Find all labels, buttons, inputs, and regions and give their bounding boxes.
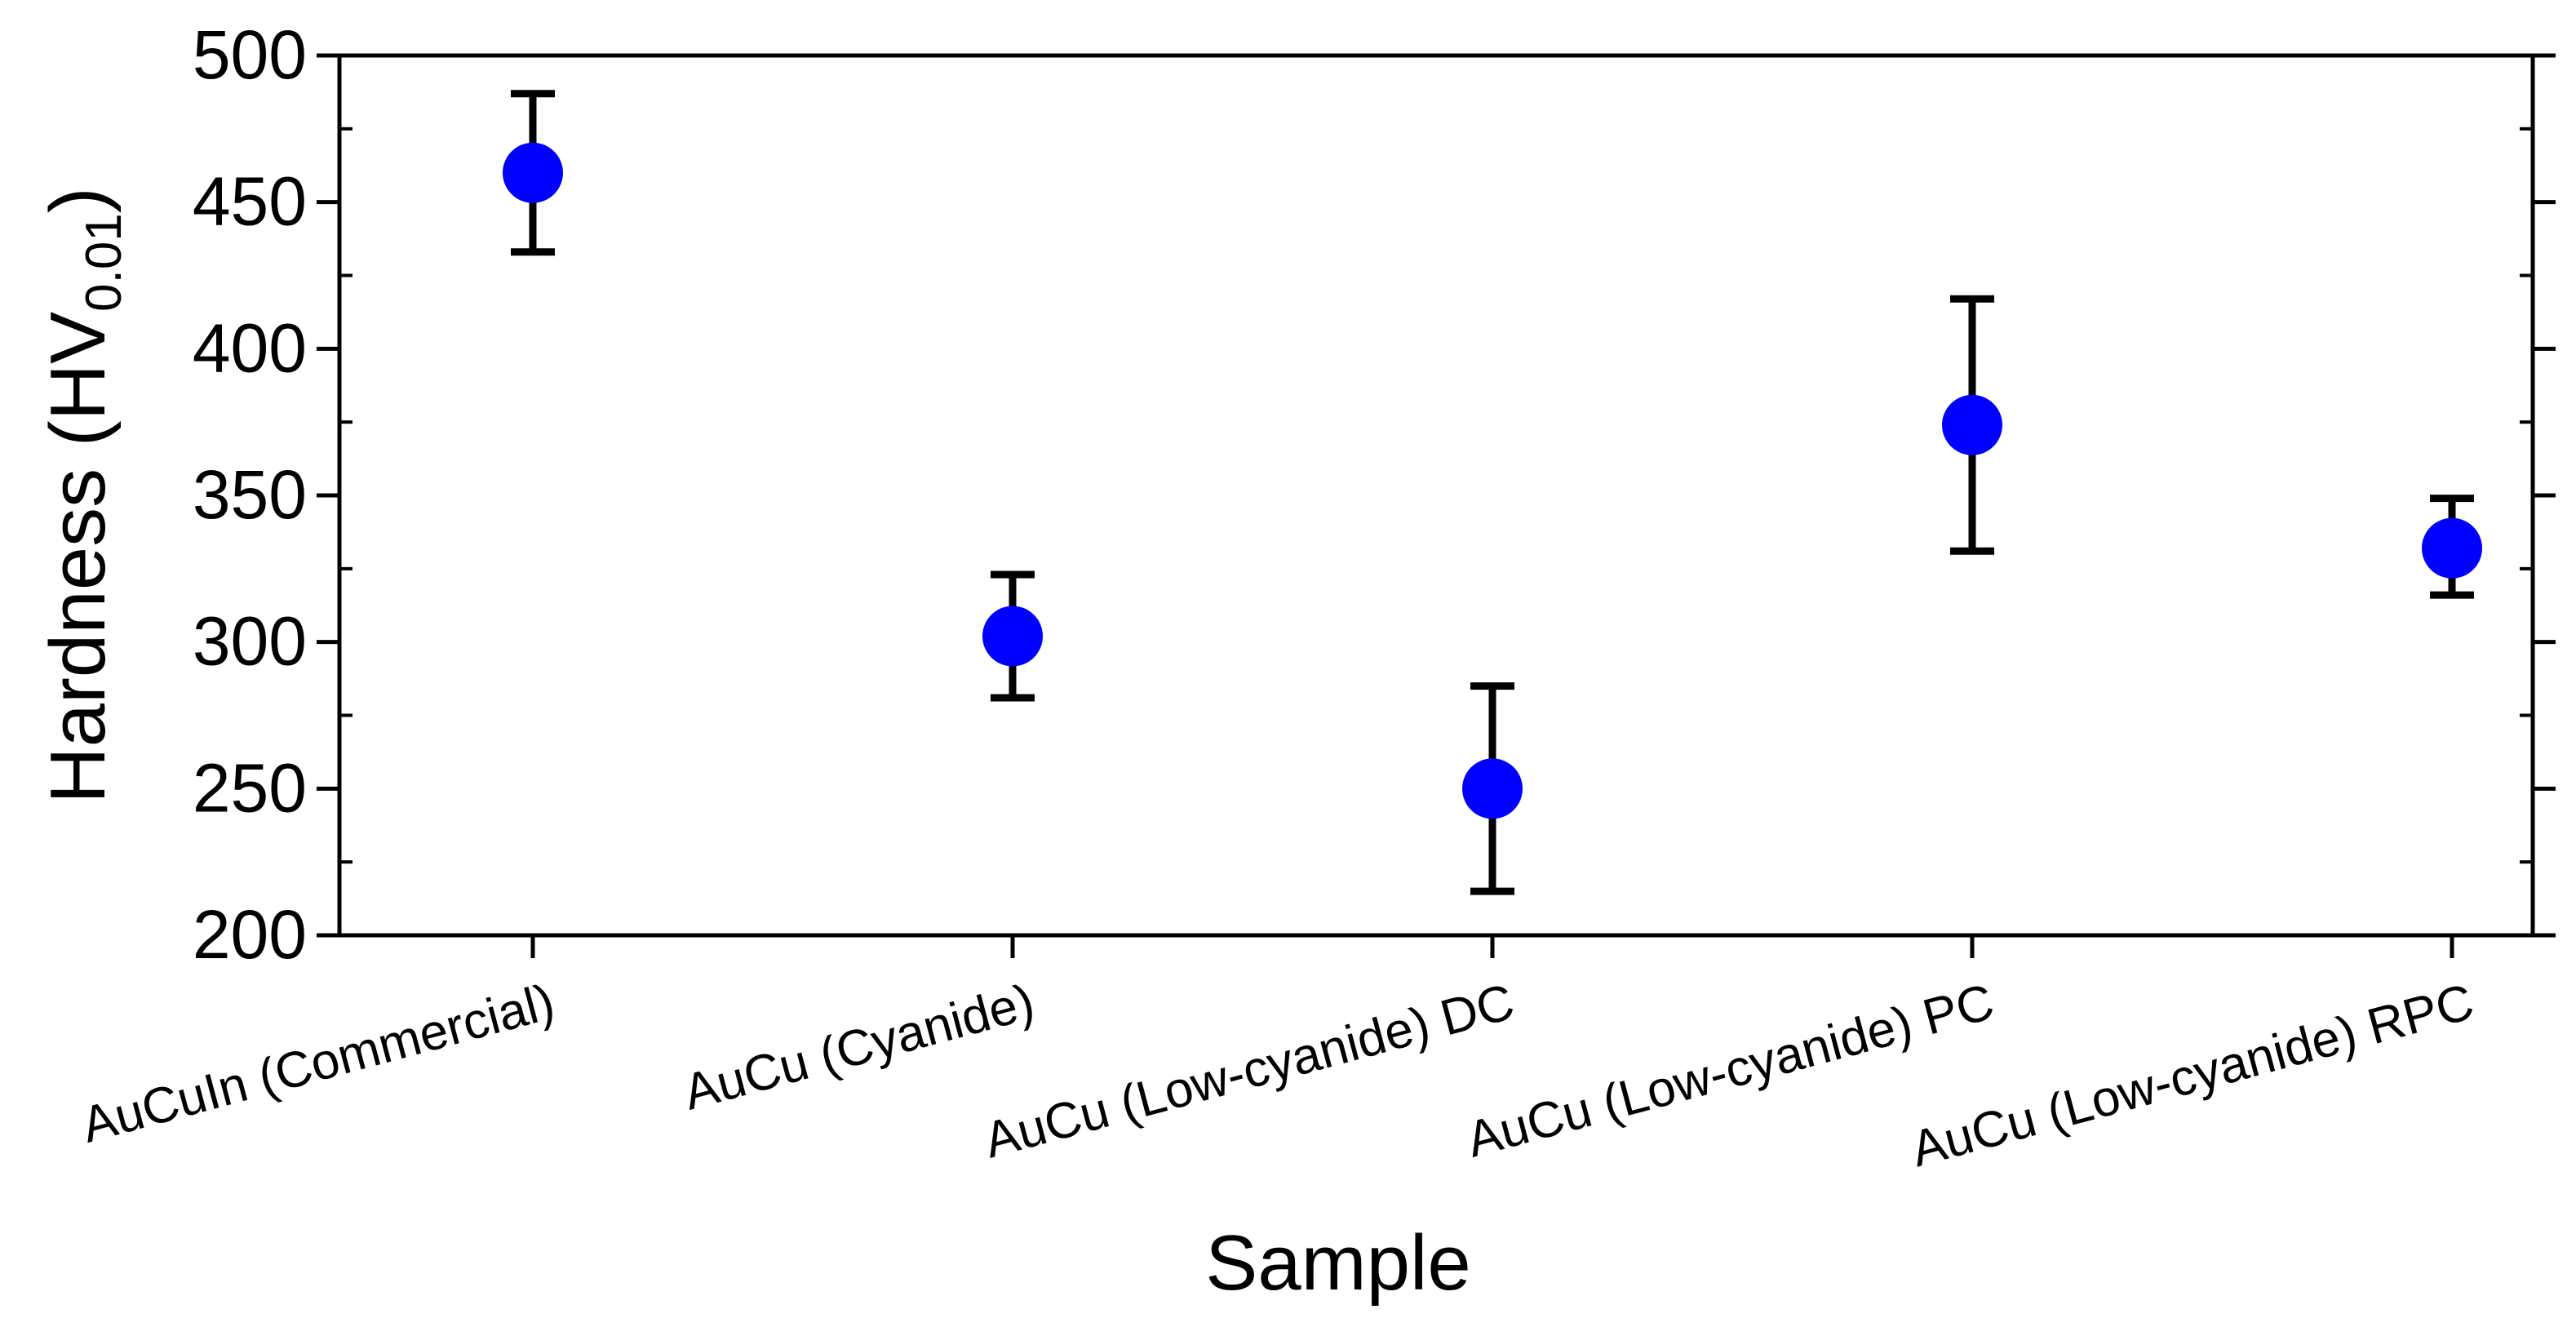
- y-tick-label: 450: [193, 163, 307, 240]
- x-tick-label: AuCu (Cyanide): [678, 974, 1040, 1121]
- data-point: [1462, 758, 1523, 819]
- data-point: [2422, 517, 2482, 579]
- x-axis-label: Sample: [1205, 1219, 1471, 1307]
- y-axis-label-subscript: 0.01: [76, 213, 132, 312]
- data-points: [503, 142, 2482, 819]
- y-tick-label: 500: [193, 16, 307, 93]
- y-tick-labels: 200 250 300 350 400 450 500: [193, 16, 307, 973]
- axis-ticks: [317, 53, 2556, 958]
- data-point: [1942, 394, 2002, 455]
- y-tick-label: 400: [193, 309, 307, 386]
- data-point: [982, 606, 1043, 667]
- data-point: [503, 142, 563, 203]
- y-axis-label-main: Hardness (HV: [34, 312, 122, 804]
- plot-frame: [337, 53, 2535, 938]
- y-axis-label: Hardness (HV0.01): [34, 187, 132, 804]
- y-tick-label: 300: [193, 603, 307, 680]
- y-tick-label: 200: [193, 896, 307, 973]
- y-tick-label: 350: [193, 456, 307, 533]
- y-axis-label-close: ): [34, 187, 122, 213]
- y-tick-label: 250: [193, 749, 307, 826]
- x-tick-label: AuCuIn (Commercial): [76, 974, 561, 1154]
- x-tick-label: AuCu (Low-cyanide) DC: [978, 974, 1520, 1170]
- x-tick-labels: AuCuIn (Commercial) AuCu (Cyanide)AuCu (L…: [76, 974, 2480, 1178]
